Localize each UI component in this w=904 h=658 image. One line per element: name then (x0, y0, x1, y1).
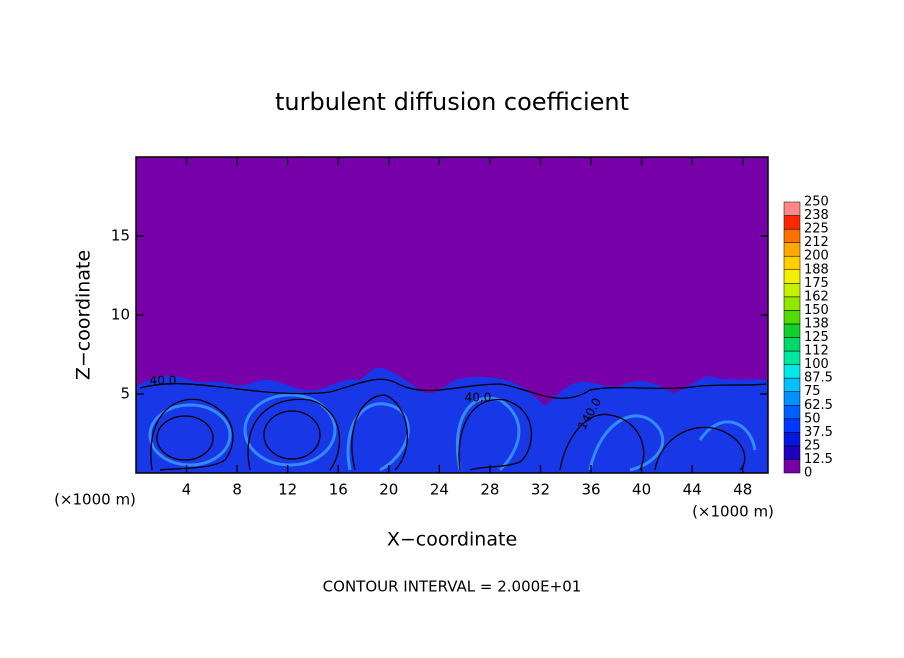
x-tick-label: 36 (581, 481, 600, 499)
colorbar-label: 150 (804, 303, 829, 318)
x-tick-label: 20 (379, 481, 398, 499)
colorbar-swatch (783, 269, 801, 284)
colorbar-swatch (783, 459, 801, 474)
colorbar-swatch (783, 405, 801, 420)
colorbar-swatch (783, 445, 801, 460)
chart-title: turbulent diffusion coefficient (275, 88, 629, 116)
x-unit: (×1000 m) (692, 503, 774, 521)
x-tick-label: 48 (733, 481, 752, 499)
colorbar-swatch (783, 242, 801, 257)
x-tick-label: 24 (430, 481, 449, 499)
colorbar-swatch (783, 337, 801, 352)
x-tick-label: 16 (329, 481, 348, 499)
y-axis-label: Z−coordinate (73, 250, 95, 380)
colorbar-swatch (783, 215, 801, 230)
colorbar-label: 75 (804, 384, 821, 399)
colorbar-label: 87.5 (804, 371, 833, 386)
colorbar-label: 250 (804, 195, 829, 210)
colorbar-swatch (783, 228, 801, 243)
colorbar-label: 225 (804, 222, 829, 237)
colorbar-label: 238 (804, 208, 829, 223)
colorbar-label: 212 (804, 235, 829, 250)
colorbar-swatch (783, 323, 801, 338)
colorbar-label: 138 (804, 316, 829, 331)
colorbar-label: 62.5 (804, 398, 833, 413)
colorbar-label: 12.5 (804, 452, 833, 467)
colorbar-swatch (783, 310, 801, 325)
y-tick-label: 10 (111, 306, 130, 324)
x-tick-label: 12 (278, 481, 297, 499)
colorbar-label: 188 (804, 262, 829, 277)
colorbar-label: 125 (804, 330, 829, 345)
x-unit: (×1000 m) (54, 491, 136, 509)
colorbar-swatch (783, 296, 801, 311)
x-tick-label: 40 (632, 481, 651, 499)
colorbar-swatch (783, 377, 801, 392)
contour-lines (139, 378, 767, 471)
colorbar-label: 175 (804, 276, 829, 291)
x-axis-label: X−coordinate (387, 529, 517, 551)
colorbar-label: 50 (804, 411, 821, 426)
x-tick-label: 8 (232, 481, 242, 499)
colorbar-swatch (783, 350, 801, 365)
contour-field (136, 157, 768, 473)
y-tick-label: 15 (111, 227, 130, 245)
contour-label: 40.0 (465, 391, 492, 405)
x-tick-label: 28 (480, 481, 499, 499)
colorbar-label: 112 (804, 344, 829, 359)
colorbar-swatch (783, 418, 801, 433)
colorbar-swatch (783, 391, 801, 406)
colorbar-swatch (783, 364, 801, 379)
colorbar-swatch (783, 432, 801, 447)
colorbar-label: 200 (804, 249, 829, 264)
colorbar-swatch (783, 201, 801, 216)
x-tick-label: 4 (182, 481, 192, 499)
colorbar-swatch (783, 283, 801, 298)
colorbar-label: 100 (804, 357, 829, 372)
footer: CONTOUR INTERVAL = 2.000E+01 (323, 578, 582, 596)
colorbar-label: 25 (804, 438, 821, 453)
colorbar-label: 0 (804, 466, 812, 481)
x-tick-label: 32 (531, 481, 550, 499)
x-tick-label: 44 (683, 481, 702, 499)
y-tick-label: 5 (120, 385, 130, 403)
colorbar-label: 37.5 (804, 425, 833, 440)
contour-label: 40.0 (150, 374, 177, 388)
colorbar-swatch (783, 255, 801, 271)
colorbar-label: 162 (804, 289, 829, 304)
